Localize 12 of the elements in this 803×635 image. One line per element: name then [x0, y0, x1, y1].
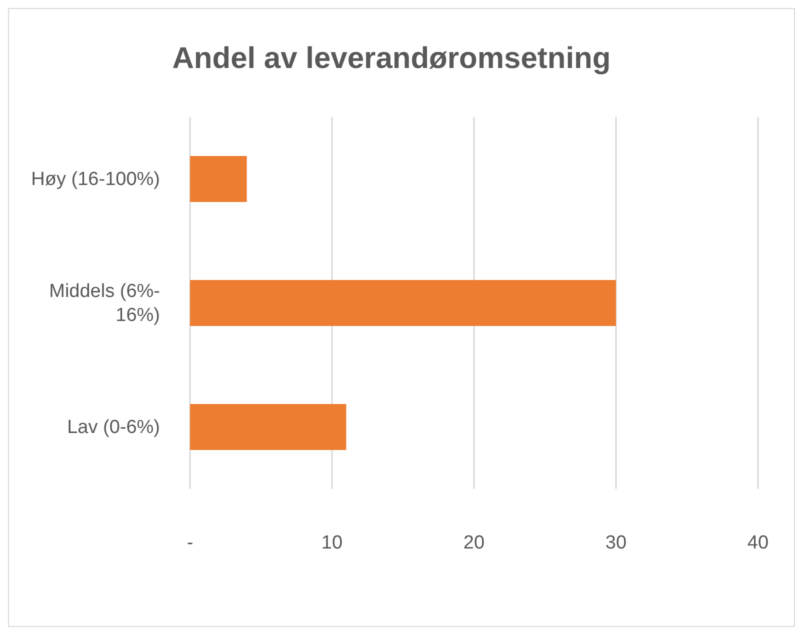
chart-title: Andel av leverandøromsetning	[172, 42, 611, 76]
x-tick-label: 30	[605, 532, 627, 554]
x-tick-label: 10	[321, 532, 343, 554]
x-tick-label: -	[186, 532, 194, 554]
bar	[190, 404, 346, 450]
y-tick-label: Høy (16-100%)	[31, 168, 160, 190]
y-tick-label: Lav (0-6%)	[67, 416, 160, 438]
bar	[190, 156, 247, 202]
x-tick-label: 40	[747, 532, 769, 554]
y-tick-label: Middels (6%-16%)	[49, 280, 160, 326]
bar	[190, 280, 616, 326]
x-tick-label: 20	[463, 532, 485, 554]
